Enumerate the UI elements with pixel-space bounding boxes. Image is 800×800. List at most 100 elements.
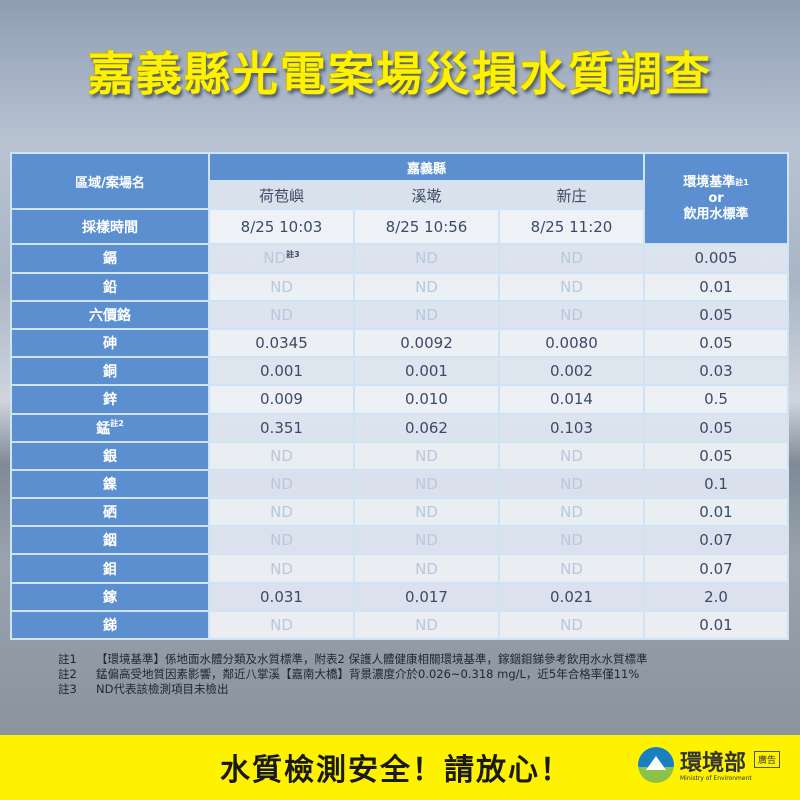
measurement-cell: ND: [353, 468, 500, 500]
ministry-name-en: Ministry of Environment: [680, 775, 752, 782]
standard-cell: 0.05: [643, 412, 789, 443]
standard-cell: 0.07: [643, 525, 789, 556]
ad-label: 廣告: [754, 751, 781, 768]
measurement-cell: ND: [208, 271, 355, 302]
measurement-cell: ND: [498, 440, 645, 471]
measurement-cell: ND: [208, 468, 355, 500]
measurement-cell: ND: [498, 299, 645, 330]
standard-cell: 0.1: [643, 468, 789, 500]
standard-cell: 0.01: [643, 609, 789, 641]
measurement-cell: ND: [353, 299, 500, 330]
measurement-cell: 0.002: [498, 356, 645, 387]
standard-cell: 2.0: [643, 581, 789, 612]
region-label: 區域/案場名: [10, 151, 210, 211]
measurement-value: ND: [415, 615, 438, 634]
note-ref: 註2: [110, 418, 124, 428]
measurement-value: ND: [560, 305, 583, 324]
footnote: 註1 【環境基準】係地面水體分類及水質標準，附表2 保護人體健康相關環境基準，鎵銦…: [58, 652, 647, 667]
standard-cell: 0.07: [643, 553, 789, 584]
standard-line2: or: [708, 190, 724, 206]
metal-name: 銻: [103, 617, 117, 634]
measurement-value: ND: [270, 531, 293, 550]
measurement-value: ND: [270, 277, 293, 296]
measurement-value: 0.009: [260, 390, 303, 409]
metal-label: 銀: [10, 440, 210, 471]
water-quality-table: 區域/案場名 嘉義縣 環境基準註1 or 飲用水標準 荷苞嶼 溪墘 新庄 採樣時…: [10, 151, 789, 641]
page-title: 嘉義縣光電案場災損水質調查: [88, 47, 712, 101]
measurement-value: ND: [415, 503, 438, 522]
footnote-text: ND代表該檢測項目未檢出: [96, 682, 229, 696]
measurement-cell: 0.001: [208, 356, 355, 387]
measurement-cell: ND: [208, 609, 355, 641]
standard-line1: 環境基準: [683, 174, 736, 190]
measurement-cell: ND: [498, 553, 645, 584]
measurement-value: ND: [415, 446, 438, 465]
measurement-cell: ND: [353, 497, 500, 528]
metal-name: 鉬: [103, 561, 117, 578]
measurement-cell: ND: [498, 271, 645, 302]
metal-label: 鋅: [10, 384, 210, 415]
measurement-value: 0.0092: [400, 334, 453, 353]
measurement-value: 0.062: [405, 418, 448, 437]
metal-label: 砷: [10, 327, 210, 359]
measurement-cell: 0.014: [498, 384, 645, 415]
note-ref: 註1: [735, 177, 749, 187]
measurement-value: ND: [560, 474, 583, 493]
footnote-key: 註3: [58, 682, 77, 696]
table-row: 砷 0.0345 0.0092 0.0080 0.05: [10, 327, 789, 359]
measurement-cell: ND: [353, 609, 500, 641]
metal-label: 銻: [10, 609, 210, 641]
measurement-value: ND: [560, 277, 583, 296]
metal-name: 鎘: [103, 251, 117, 268]
measurement-value: ND: [415, 305, 438, 324]
standard-cell: 0.005: [643, 243, 789, 274]
footnote-key: 註2: [58, 667, 77, 681]
measurement-value: 0.031: [260, 587, 303, 606]
time-label: 採樣時間: [10, 208, 210, 246]
metal-label: 鎘: [10, 243, 210, 274]
standard-cell: 0.05: [643, 327, 789, 359]
measurement-cell: 0.351: [208, 412, 355, 443]
table-row: 鎳 ND ND ND 0.1: [10, 468, 789, 500]
measurement-cell: 0.001: [353, 356, 500, 387]
measurement-value: 0.0345: [255, 334, 308, 353]
measurement-value: 0.010: [405, 390, 448, 409]
measurement-value: 0.021: [550, 587, 593, 606]
sample-time: 8/25 10:03: [208, 208, 355, 246]
measurement-cell: 0.010: [353, 384, 500, 415]
measurement-value: 0.014: [550, 390, 593, 409]
measurement-value: ND: [415, 559, 438, 578]
measurement-value: ND: [560, 249, 583, 268]
standard-line3: 飲用水標準: [683, 206, 749, 222]
site-header: 荷苞嶼: [208, 180, 355, 211]
footnotes: 註1 【環境基準】係地面水體分類及水質標準，附表2 保護人體健康相關環境基準，鎵銦…: [58, 652, 647, 697]
standard-cell: 0.03: [643, 356, 789, 387]
measurement-cell: ND: [498, 609, 645, 641]
metal-name: 六價鉻: [89, 307, 131, 324]
measurement-cell: ND: [498, 525, 645, 556]
sample-time: 8/25 10:56: [353, 208, 500, 246]
measurement-value: ND: [270, 446, 293, 465]
site-header: 溪墘: [353, 180, 500, 211]
footnote: 註3 ND代表該檢測項目未檢出: [58, 682, 647, 697]
metal-name: 鎵: [103, 589, 117, 606]
measurement-value: ND: [270, 503, 293, 522]
measurement-cell: ND: [208, 497, 355, 528]
metal-name: 硒: [103, 505, 117, 522]
table-row: 鉬 ND ND ND 0.07: [10, 553, 789, 584]
measurement-value: ND: [560, 503, 583, 522]
table-row: 鋅 0.009 0.010 0.014 0.5: [10, 384, 789, 415]
measurement-cell: ND: [208, 299, 355, 330]
measurement-value: 0.103: [550, 418, 593, 437]
footnote-text: 【環境基準】係地面水體分類及水質標準，附表2 保護人體健康相關環境基準，鎵銦鉬銻…: [96, 652, 648, 666]
footnote-text: 錳偏高受地質因素影響，鄰近八掌溪【嘉南大橋】背景濃度介於0.026~0.318 …: [96, 667, 640, 681]
standard-cell: 0.01: [643, 497, 789, 528]
table-row: 鉛 ND ND ND 0.01: [10, 271, 789, 302]
note-ref: 註3: [286, 250, 300, 260]
table-row: 銅 0.001 0.001 0.002 0.03: [10, 356, 789, 387]
measurement-cell: ND: [208, 553, 355, 584]
measurement-value: 0.002: [550, 362, 593, 381]
measurement-value: ND: [560, 531, 583, 550]
measurement-cell: 0.103: [498, 412, 645, 443]
measurement-cell: ND: [498, 243, 645, 274]
